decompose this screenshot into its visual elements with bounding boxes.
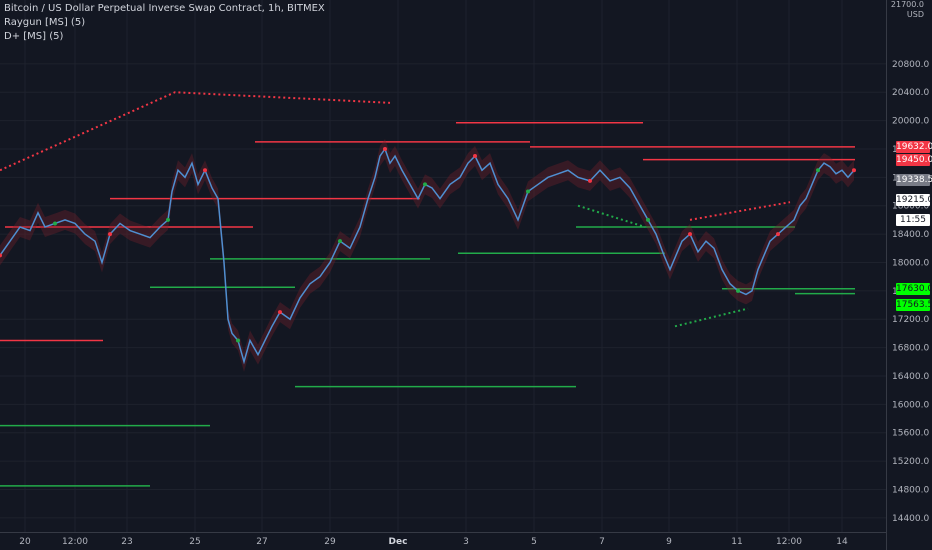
divergence-lines: [0, 91, 791, 328]
time-tick-label: 25: [189, 537, 200, 547]
signal-dot: [688, 232, 692, 237]
signal-dot: [423, 182, 427, 187]
signal-dot: [816, 168, 820, 173]
signal-dot: [776, 232, 780, 237]
price-label: 11:55: [896, 214, 930, 227]
price-label: 17563.5: [896, 299, 932, 312]
time-tick-label: Dec: [389, 537, 408, 547]
time-tick-label: 20: [19, 537, 31, 547]
price-label: 17630.0: [896, 282, 932, 295]
divergence-line: [0, 91, 391, 172]
time-tick-label: 5: [531, 537, 537, 547]
time-tick-label: 14: [836, 537, 848, 547]
price-label: 19450.0: [896, 153, 932, 166]
price-tick-label: 15200.0: [892, 457, 929, 467]
signal-dot: [53, 221, 57, 226]
signal-dot: [203, 168, 207, 173]
indicator-band: [0, 138, 854, 372]
time-tick-label: 3: [463, 537, 469, 547]
time-tick-label: 23: [121, 537, 132, 547]
time-tick-label: 27: [256, 537, 267, 547]
price-tick-label: 17200.0: [892, 315, 929, 325]
price-axis[interactable]: 14400.0 14800.0 15200.0 15600.0 16000.0 16400…: [886, 0, 930, 550]
price-tick-label: 18400.0: [892, 230, 929, 240]
time-tick-label: 11: [731, 537, 742, 547]
time-tick-label: 9: [666, 537, 672, 547]
signal-dot: [736, 288, 740, 293]
axis-header: 21700.0 USD: [891, 0, 924, 20]
indicator-raygun[interactable]: Raygun [MS] (5): [4, 17, 86, 28]
chart-legend: Bitcoin / US Dollar Perpetual Inverse Sw…: [4, 2, 325, 44]
signal-dot: [0, 253, 2, 258]
raygun-fills: [0, 138, 854, 372]
price-label: 19338.5: [896, 173, 932, 186]
support-resistance-levels: [0, 121, 855, 487]
time-axis[interactable]: 20 12:00 23 25 27 29 Dec 3 5 7 9 11 12:00 14: [0, 532, 886, 548]
price-tick-label: 16400.0: [892, 372, 929, 382]
price-tick-label: 18000.0: [892, 258, 929, 268]
time-tick-label: 7: [599, 537, 605, 547]
price-tick-label: 15600.0: [892, 429, 929, 439]
price-label: 19215.0: [896, 194, 932, 207]
price-tick-label: 20000.0: [892, 117, 929, 127]
signal-dot: [852, 168, 856, 173]
price-tick-label: 14800.0: [892, 485, 929, 495]
signal-dot: [108, 232, 112, 237]
price-tick-label: 18800.0: [892, 202, 929, 212]
time-tick-label: 12:00: [776, 537, 802, 547]
time-tick-label: 12:00: [62, 537, 88, 547]
signal-dot: [166, 217, 170, 222]
divergence-line: [577, 204, 646, 228]
signal-dot: [236, 338, 240, 343]
chart-grid: [0, 0, 886, 532]
symbol-title[interactable]: Bitcoin / US Dollar Perpetual Inverse Sw…: [4, 3, 325, 14]
signal-dot: [338, 239, 342, 244]
price-label: 19632.0: [896, 140, 932, 153]
price-series: [0, 146, 856, 365]
price-tick-label: 16000.0: [892, 400, 929, 410]
time-tick-label: 29: [324, 537, 336, 547]
signal-dot: [646, 217, 650, 222]
indicator-dplus[interactable]: D+ [MS] (5): [4, 31, 64, 42]
signal-dot: [278, 310, 282, 315]
price-tick-label: 14400.0: [892, 514, 929, 524]
axis-top-price: 21700.0: [890, 0, 924, 9]
signal-dot: [473, 154, 477, 159]
price-tick-label: 20400.0: [892, 88, 929, 98]
signal-dot: [588, 178, 592, 183]
signal-dot: [383, 146, 387, 151]
currency-label: USD: [906, 10, 924, 19]
price-tick-label: 16800.0: [892, 344, 929, 354]
divergence-line: [689, 201, 791, 221]
signal-dot: [526, 189, 530, 194]
price-tick-label: 20800.0: [892, 60, 929, 70]
